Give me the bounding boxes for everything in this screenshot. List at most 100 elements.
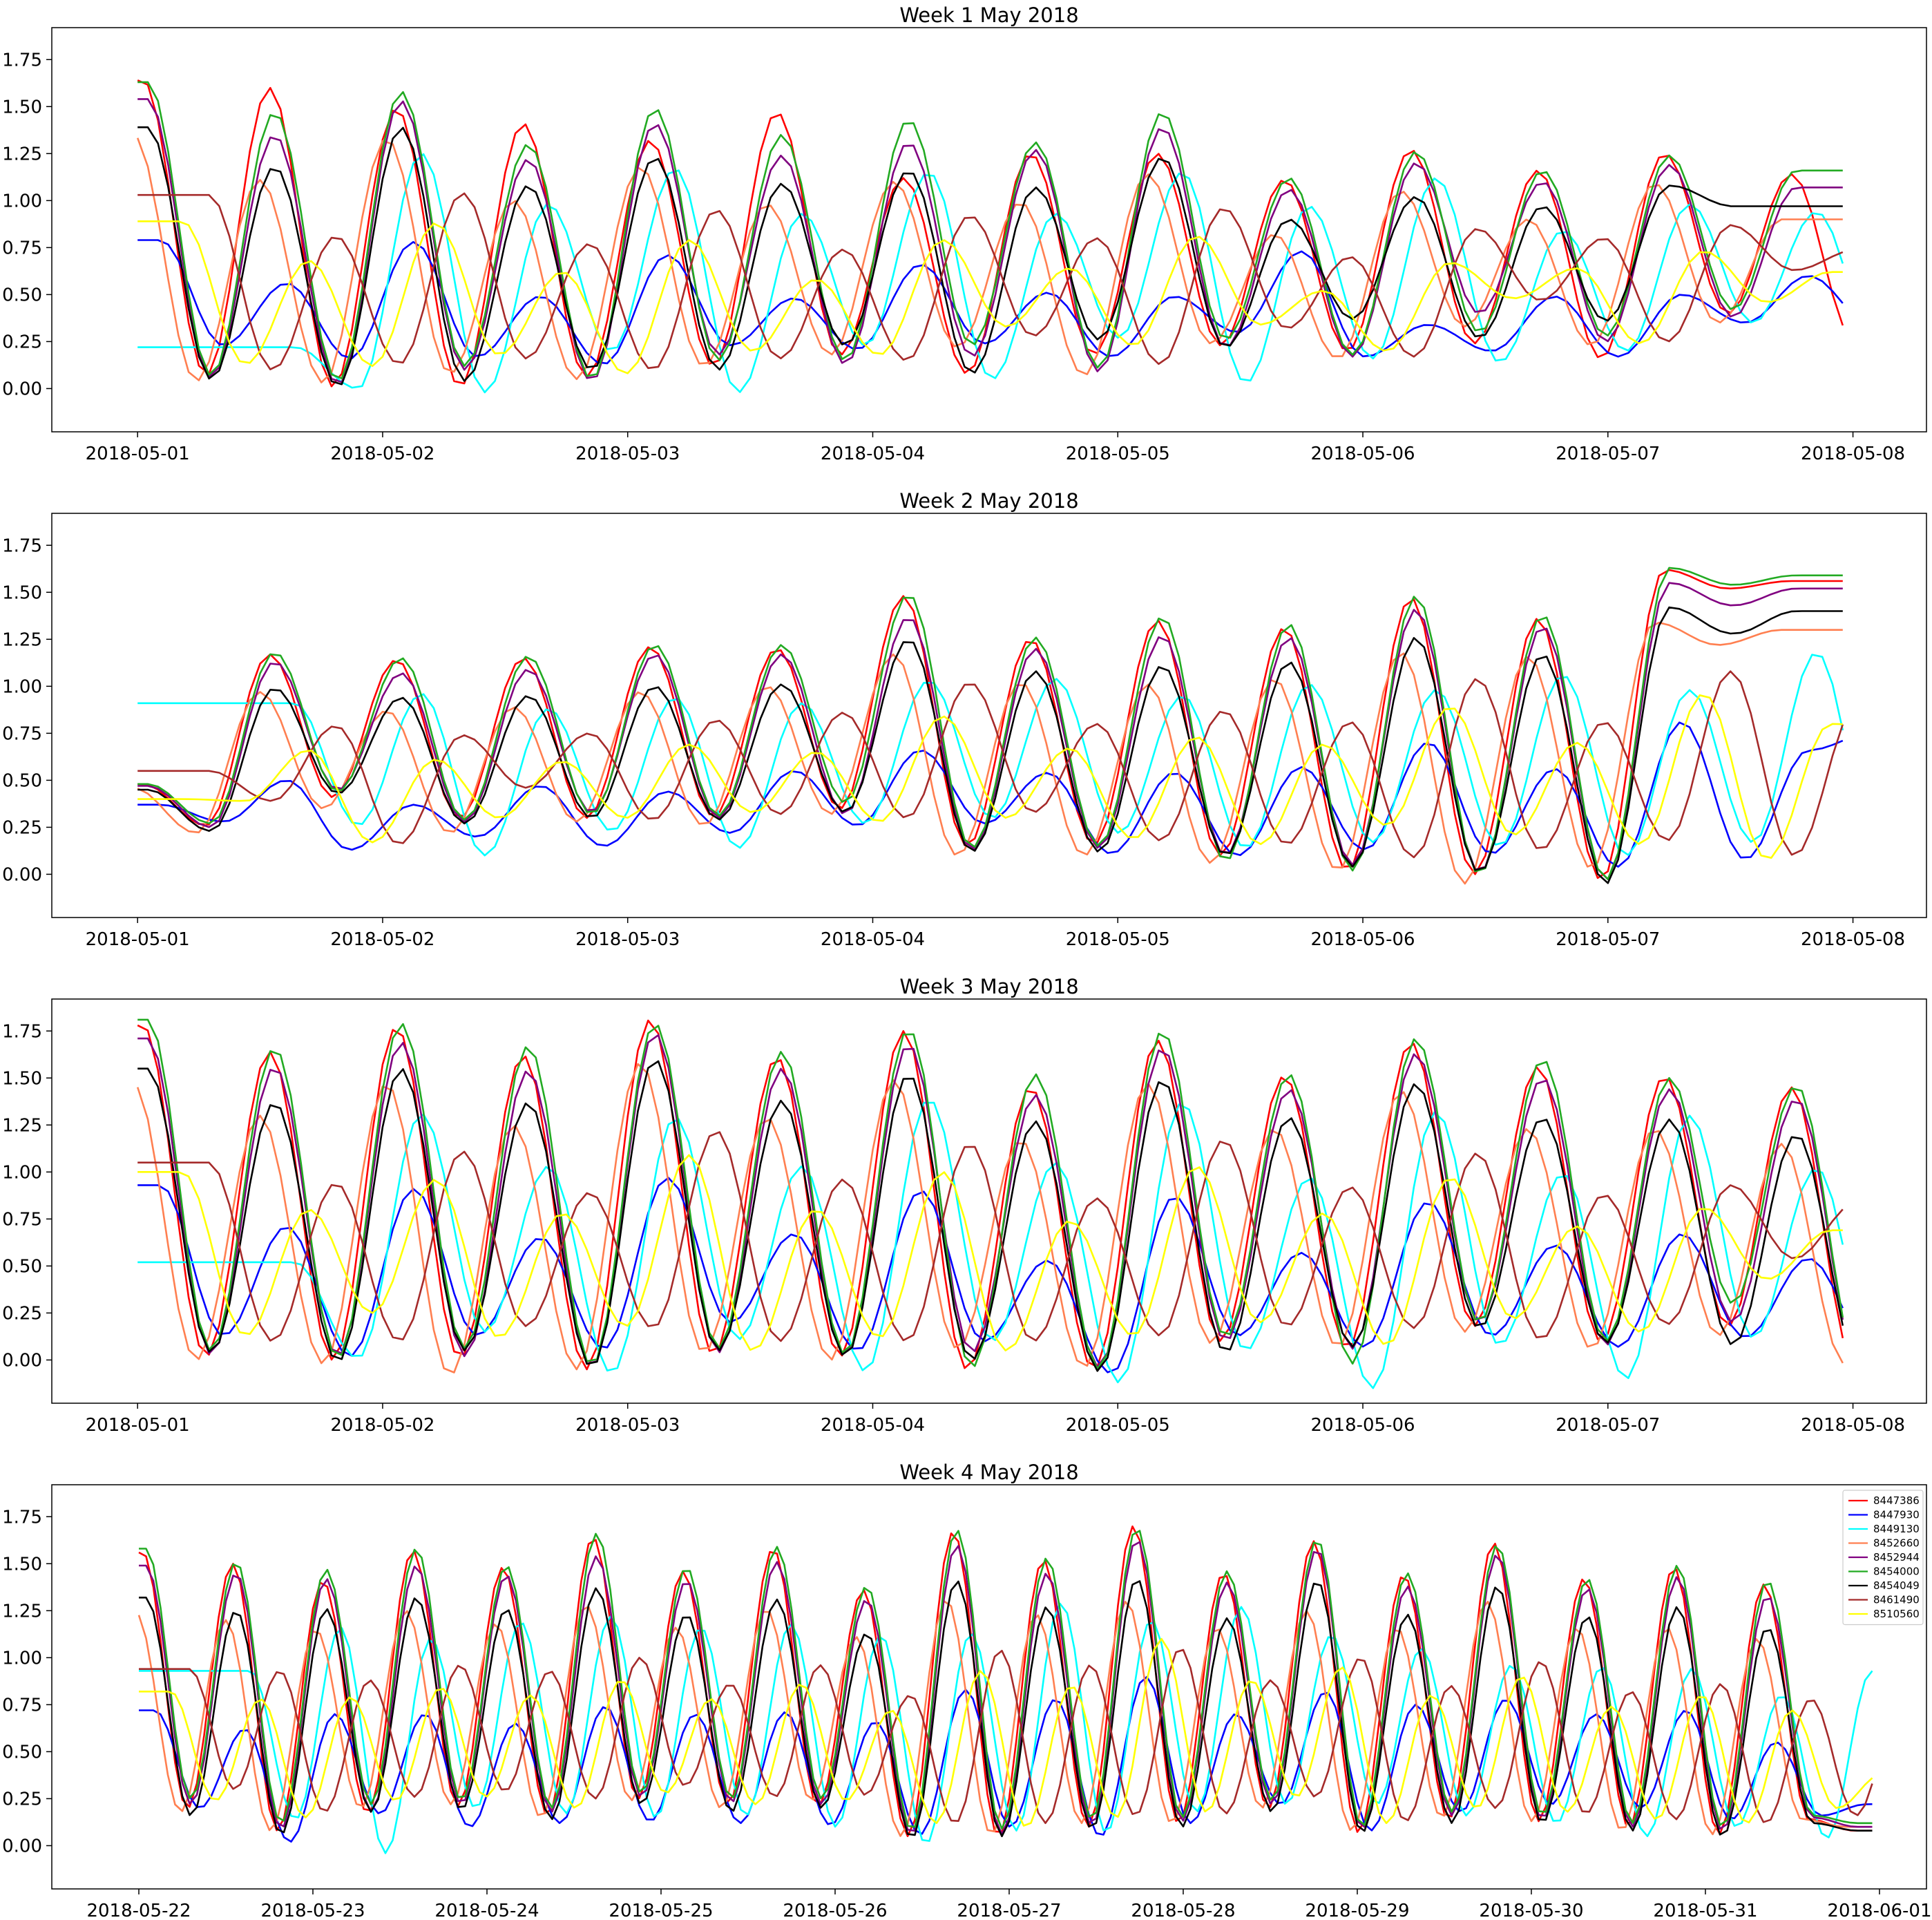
- y-tick-label: 1.75: [2, 1507, 42, 1528]
- series-line-8452944: [137, 1034, 1844, 1369]
- y-tick-label: 1.25: [2, 144, 42, 164]
- series-line-8461490: [139, 1648, 1873, 1825]
- subplot-title: Week 4 May 2018: [899, 1461, 1078, 1484]
- series-line-8454000: [139, 1530, 1873, 1830]
- series-lines: [136, 79, 1844, 394]
- x-tick-label: 2018-05-03: [575, 929, 680, 950]
- axis-ticks: 0.00 0.25 0.50 0.75 1.00 1.25 1.50 1.75 2018-05-…: [2, 1507, 1931, 1920]
- y-tick-label: 0.50: [2, 1256, 42, 1277]
- subplot-week-2: Week 2 May 2018 0.00 0.25 0.50 0.75 1.00 1.25…: [2, 489, 1927, 950]
- series-line-8452660: [136, 137, 1843, 383]
- series-line-8454049: [139, 1580, 1873, 1838]
- plot-area-frame: [51, 27, 1927, 433]
- y-tick-label: 1.75: [2, 50, 42, 70]
- legend-label: 8454049: [1873, 1579, 1920, 1592]
- series-line-8447386: [138, 1525, 1873, 1837]
- series-line-8454000: [137, 567, 1843, 880]
- y-tick-label: 0.50: [2, 285, 42, 305]
- x-tick-label: 2018-05-01: [86, 929, 190, 950]
- x-tick-label: 2018-05-02: [330, 1415, 434, 1436]
- x-tick-label: 2018-05-30: [1479, 1901, 1583, 1920]
- y-tick-label: 0.25: [2, 332, 42, 352]
- series-line-8452944: [137, 98, 1843, 383]
- legend-label: 8454000: [1873, 1566, 1920, 1578]
- series-line-8447930: [137, 721, 1844, 868]
- legend-label: 8449130: [1873, 1523, 1920, 1535]
- legend-label: 8452660: [1873, 1537, 1920, 1550]
- x-tick-label: 2018-05-05: [1066, 929, 1170, 950]
- x-tick-label: 2018-05-04: [821, 1415, 925, 1436]
- series-line-8447386: [137, 1019, 1844, 1371]
- y-tick-label: 1.00: [2, 1162, 42, 1183]
- x-tick-label: 2018-05-25: [609, 1901, 713, 1920]
- y-tick-label: 0.75: [2, 723, 42, 744]
- legend-label: 8510560: [1873, 1608, 1920, 1620]
- x-tick-label: 2018-05-27: [957, 1901, 1061, 1920]
- series-line-8510560: [137, 694, 1843, 859]
- legend-box: [1842, 1490, 1924, 1626]
- series-line-8510560: [139, 1637, 1873, 1827]
- y-tick-label: 0.75: [2, 238, 42, 258]
- y-tick-label: 0.00: [2, 1836, 42, 1856]
- series-line-8454000: [137, 81, 1843, 380]
- x-tick-label: 2018-06-01: [1827, 1901, 1931, 1920]
- x-tick-label: 2018-05-29: [1305, 1901, 1409, 1920]
- x-tick-label: 2018-05-02: [330, 929, 434, 950]
- series-line-8454049: [137, 606, 1843, 884]
- series-lines: [137, 1525, 1873, 1854]
- y-tick-label: 0.00: [2, 1350, 42, 1371]
- series-line-8461490: [137, 670, 1844, 859]
- plot-area-frame: [51, 998, 1927, 1404]
- y-tick-label: 1.75: [2, 535, 42, 556]
- y-tick-label: 1.25: [2, 629, 42, 650]
- subplot-title: Week 1 May 2018: [899, 3, 1078, 27]
- series-lines: [136, 1018, 1844, 1389]
- x-tick-label: 2018-05-23: [260, 1901, 365, 1920]
- subplot-title: Week 2 May 2018: [899, 489, 1078, 513]
- x-tick-label: 2018-05-01: [86, 1415, 190, 1436]
- x-tick-label: 2018-05-07: [1556, 929, 1660, 950]
- axis-ticks: 0.00 0.25 0.50 0.75 1.00 1.25 1.50 1.75 2018-05-…: [2, 535, 1905, 950]
- plot-area-frame: [51, 513, 1927, 918]
- y-tick-label: 0.50: [2, 1742, 42, 1762]
- y-tick-label: 1.00: [2, 1648, 42, 1669]
- axis-ticks: 0.00 0.25 0.50 0.75 1.00 1.25 1.50 1.75 2018-05-…: [2, 1021, 1905, 1436]
- series-line-8447386: [137, 569, 1843, 880]
- series-line-8452944: [137, 582, 1843, 880]
- y-tick-label: 0.00: [2, 864, 42, 885]
- y-tick-label: 0.00: [2, 379, 42, 399]
- series-line-8510560: [137, 1154, 1843, 1351]
- series-line-8452660: [137, 621, 1843, 885]
- plot-area-frame: [51, 1484, 1927, 1890]
- series-line-8447930: [137, 239, 1844, 365]
- y-tick-label: 0.75: [2, 1695, 42, 1715]
- y-tick-label: 1.00: [2, 676, 42, 697]
- y-tick-label: 0.25: [2, 1789, 42, 1809]
- subplot-week-1: Week 1 May 2018 0.00 0.25 0.50 0.75 1.00 1.25…: [2, 3, 1927, 464]
- x-tick-label: 2018-05-04: [821, 444, 925, 464]
- y-tick-label: 1.50: [2, 1068, 42, 1089]
- subplot-week-3: Week 3 May 2018 0.00 0.25 0.50 0.75 1.00 1.25…: [2, 975, 1927, 1436]
- series-line-8454049: [137, 1060, 1844, 1372]
- x-tick-label: 2018-05-06: [1310, 1415, 1415, 1436]
- y-tick-label: 1.50: [2, 582, 42, 603]
- y-tick-label: 1.75: [2, 1021, 42, 1042]
- x-tick-label: 2018-05-22: [86, 1901, 191, 1920]
- series-line-8452944: [139, 1541, 1873, 1836]
- y-tick-label: 1.25: [2, 1601, 42, 1622]
- x-tick-label: 2018-05-04: [821, 929, 925, 950]
- x-tick-label: 2018-05-02: [330, 444, 434, 464]
- y-tick-label: 0.25: [2, 817, 42, 838]
- x-tick-label: 2018-05-03: [575, 1415, 680, 1436]
- y-tick-label: 0.75: [2, 1209, 42, 1230]
- y-tick-label: 1.50: [2, 1554, 42, 1575]
- x-tick-label: 2018-05-08: [1801, 444, 1905, 464]
- x-tick-label: 2018-05-06: [1310, 929, 1415, 950]
- y-tick-label: 1.00: [2, 191, 42, 211]
- x-tick-label: 2018-05-07: [1556, 1415, 1660, 1436]
- subplot-week-4: Week 4 May 2018 0.00 0.25 0.50 0.75 1.00 1.25…: [2, 1461, 1931, 1920]
- series-line-8452660: [136, 1063, 1844, 1374]
- x-tick-label: 2018-05-05: [1066, 444, 1170, 464]
